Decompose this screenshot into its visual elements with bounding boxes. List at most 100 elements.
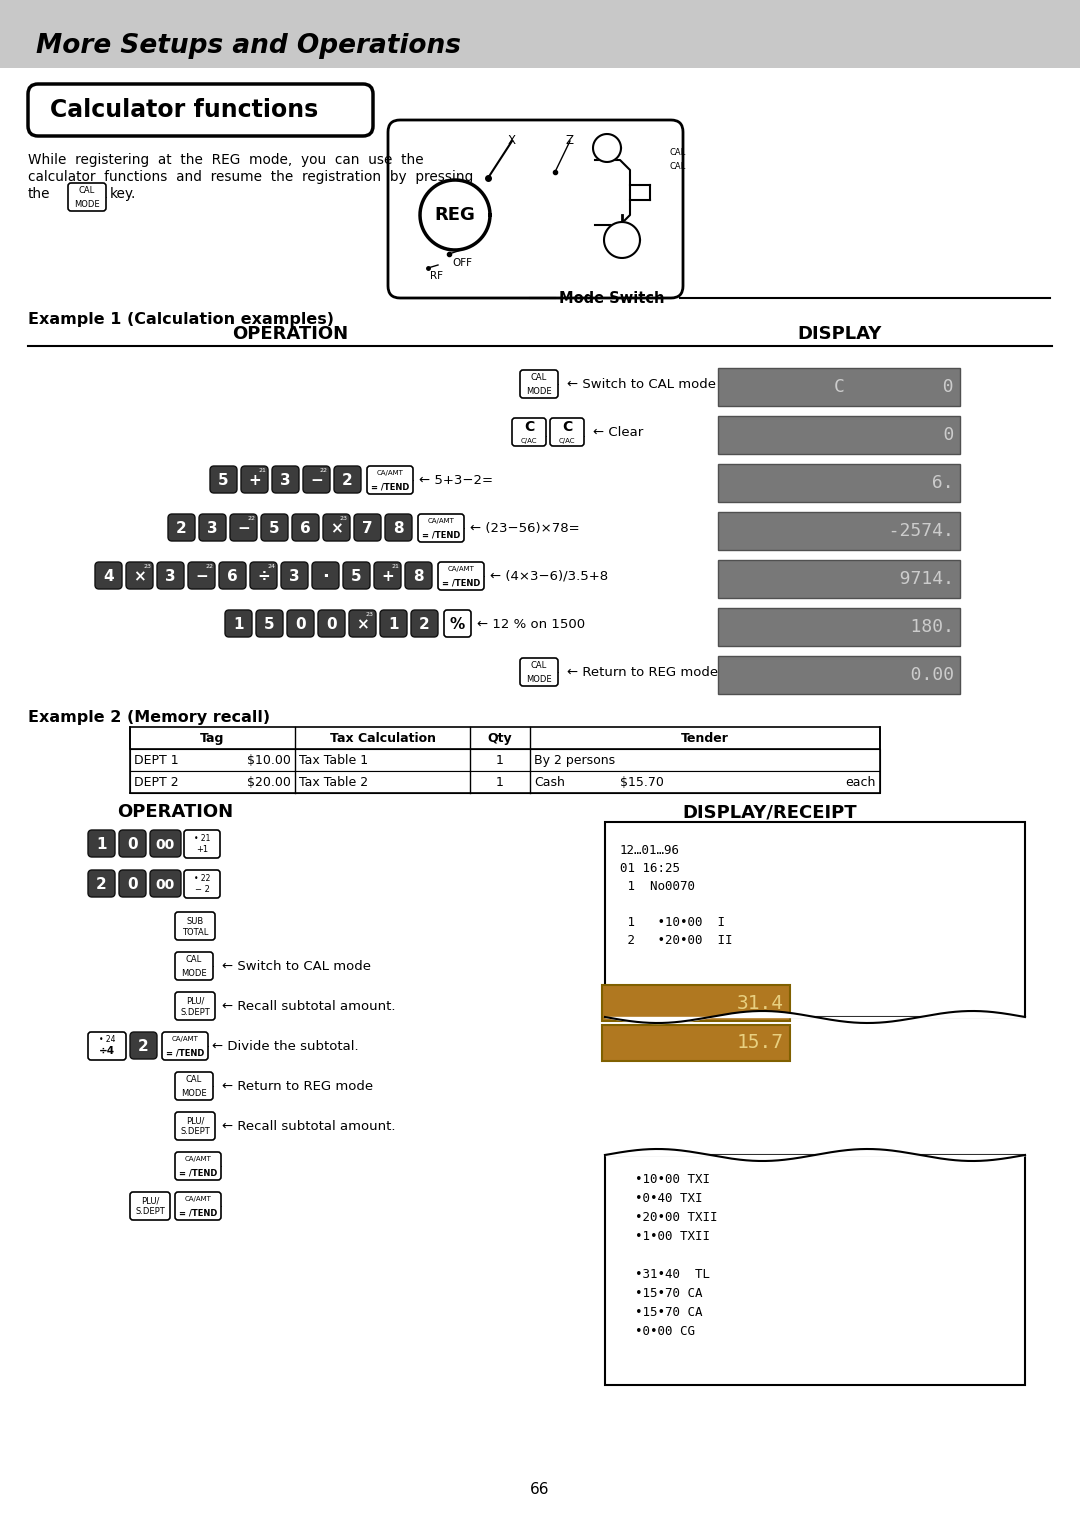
Text: +: + <box>381 568 394 584</box>
Text: $20.00: $20.00 <box>247 776 291 788</box>
FancyBboxPatch shape <box>175 1192 221 1219</box>
Text: 23: 23 <box>340 516 348 521</box>
Text: 1: 1 <box>496 753 504 767</box>
Text: Z: Z <box>565 134 573 147</box>
Text: C         0: C 0 <box>835 377 954 396</box>
FancyBboxPatch shape <box>87 830 114 857</box>
FancyBboxPatch shape <box>175 952 213 979</box>
Text: 23: 23 <box>143 564 151 568</box>
Text: 22: 22 <box>205 564 213 568</box>
Text: 7: 7 <box>362 521 373 536</box>
Text: ÷4: ÷4 <box>99 1047 116 1056</box>
FancyBboxPatch shape <box>130 1031 157 1059</box>
Text: 2: 2 <box>96 877 107 892</box>
Text: MODE: MODE <box>181 969 206 978</box>
FancyBboxPatch shape <box>175 912 215 940</box>
FancyBboxPatch shape <box>219 562 246 588</box>
Text: CA/AMT: CA/AMT <box>172 1036 199 1042</box>
Text: = /TEND: = /TEND <box>179 1169 217 1178</box>
Text: CA/AMT: CA/AMT <box>377 471 404 477</box>
Text: ← Switch to CAL mode: ← Switch to CAL mode <box>222 960 372 972</box>
Text: •15•70 CA: •15•70 CA <box>635 1306 702 1319</box>
Text: Tender: Tender <box>681 732 729 744</box>
FancyBboxPatch shape <box>334 466 361 494</box>
Text: −: − <box>310 474 323 487</box>
Text: ← Return to REG mode: ← Return to REG mode <box>567 666 718 678</box>
FancyBboxPatch shape <box>256 610 283 637</box>
Text: Tag: Tag <box>200 732 225 744</box>
Text: 00: 00 <box>156 877 175 891</box>
Polygon shape <box>604 222 640 258</box>
Text: S.DEPT: S.DEPT <box>180 1007 210 1016</box>
FancyBboxPatch shape <box>150 830 181 857</box>
Text: = /TEND: = /TEND <box>166 1048 204 1057</box>
Bar <box>718 416 960 454</box>
Text: TOTAL: TOTAL <box>181 927 208 937</box>
Text: +: + <box>248 474 261 487</box>
Polygon shape <box>593 134 621 162</box>
Text: 3: 3 <box>207 521 218 536</box>
Text: •31•40  TL: •31•40 TL <box>635 1268 710 1280</box>
Text: DISPLAY: DISPLAY <box>798 325 882 342</box>
Text: MODE: MODE <box>75 200 99 208</box>
FancyBboxPatch shape <box>303 466 330 494</box>
FancyBboxPatch shape <box>318 610 345 637</box>
FancyBboxPatch shape <box>444 610 471 637</box>
Text: 0: 0 <box>127 837 138 853</box>
Text: MODE: MODE <box>181 1088 206 1097</box>
Text: ×: × <box>330 521 342 536</box>
Text: each: each <box>846 776 876 788</box>
FancyBboxPatch shape <box>184 830 220 859</box>
Text: •15•70 CA: •15•70 CA <box>635 1287 702 1300</box>
FancyBboxPatch shape <box>95 562 122 588</box>
Text: 31.4: 31.4 <box>737 993 784 1013</box>
FancyBboxPatch shape <box>519 659 558 686</box>
Text: While  registering  at  the  REG  mode,  you  can  use  the: While registering at the REG mode, you c… <box>28 153 423 167</box>
Text: 6.: 6. <box>835 474 954 492</box>
Polygon shape <box>420 180 490 251</box>
Text: CAL: CAL <box>670 148 686 157</box>
Text: Calculator functions: Calculator functions <box>50 98 319 122</box>
FancyBboxPatch shape <box>281 562 308 588</box>
Text: MODE: MODE <box>526 674 552 683</box>
Bar <box>130 772 880 793</box>
Text: CAL: CAL <box>531 373 548 382</box>
FancyBboxPatch shape <box>28 84 373 136</box>
Text: 1: 1 <box>233 617 244 633</box>
Text: 8: 8 <box>414 568 423 584</box>
FancyBboxPatch shape <box>249 562 276 588</box>
FancyBboxPatch shape <box>323 513 350 541</box>
Text: C/AC: C/AC <box>521 439 537 445</box>
Text: Qty: Qty <box>488 732 512 744</box>
Text: PLU/: PLU/ <box>186 1117 204 1126</box>
Bar <box>0 0 1080 69</box>
Text: 8: 8 <box>393 521 404 536</box>
FancyBboxPatch shape <box>150 869 181 897</box>
Text: 3: 3 <box>289 568 300 584</box>
FancyBboxPatch shape <box>411 610 438 637</box>
Text: ÷: ÷ <box>257 568 270 584</box>
Text: Tax Table 2: Tax Table 2 <box>299 776 368 788</box>
Text: OPERATION: OPERATION <box>232 325 348 342</box>
Text: %: % <box>450 617 465 633</box>
Text: DISPLAY/RECEIPT: DISPLAY/RECEIPT <box>683 804 858 821</box>
Text: +1: +1 <box>195 845 208 854</box>
FancyBboxPatch shape <box>388 121 683 298</box>
Text: CAL: CAL <box>531 660 548 669</box>
Text: key.: key. <box>110 186 136 202</box>
Bar <box>602 986 789 1021</box>
Text: 9714.: 9714. <box>867 570 954 588</box>
Text: 5: 5 <box>269 521 280 536</box>
Text: •1•00 TXII: •1•00 TXII <box>635 1230 710 1242</box>
Text: ← (23−56)×78=: ← (23−56)×78= <box>470 521 580 535</box>
Text: 15.7: 15.7 <box>737 1033 784 1053</box>
Text: ← Divide the subtotal.: ← Divide the subtotal. <box>212 1039 359 1053</box>
Text: RF: RF <box>430 270 443 281</box>
Text: 23: 23 <box>366 613 374 617</box>
Text: Cash: Cash <box>534 776 565 788</box>
Text: C: C <box>562 420 572 434</box>
Text: 0: 0 <box>326 617 337 633</box>
FancyBboxPatch shape <box>119 869 146 897</box>
FancyBboxPatch shape <box>175 1112 215 1140</box>
FancyBboxPatch shape <box>418 513 464 542</box>
